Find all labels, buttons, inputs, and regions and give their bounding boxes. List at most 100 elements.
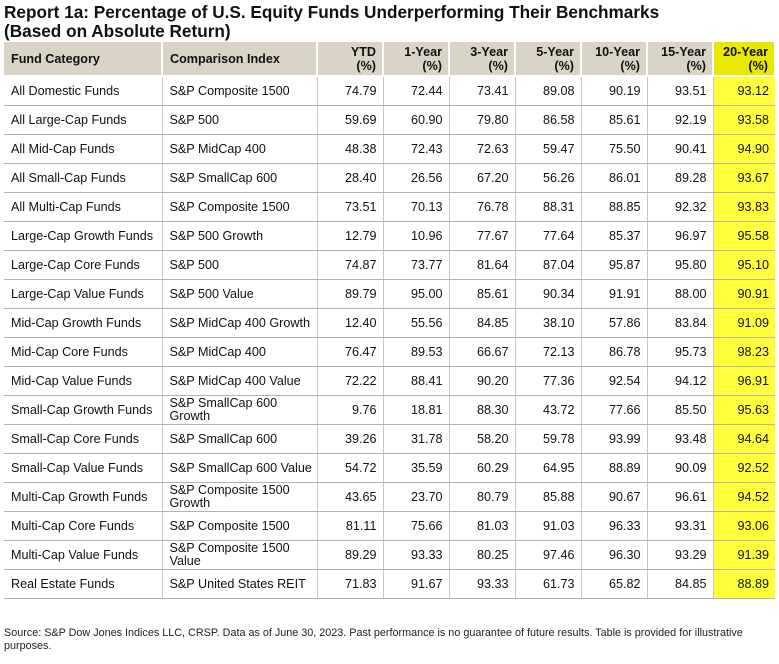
- comparison-index-cell: S&P SmallCap 600: [162, 163, 318, 193]
- ten-year-cell: 86.78: [581, 337, 648, 367]
- fund-category-cell: Real Estate Funds: [4, 569, 163, 599]
- ytd-cell: 9.76: [317, 395, 384, 425]
- one-year-cell: 72.44: [383, 75, 450, 106]
- table-row: All Large-Cap Funds S&P 500 59.69 60.90 79.8…: [4, 105, 775, 135]
- header-row: Fund Category Comparison Index YTD (%) 1-…: [4, 42, 776, 76]
- fund-category-cell: Small-Cap Core Funds: [4, 424, 163, 454]
- comparison-index-cell: S&P United States REIT: [162, 569, 318, 599]
- one-year-cell: 70.13: [383, 192, 450, 222]
- five-year-cell: 86.58: [515, 105, 582, 135]
- comparison-index-cell: S&P 500 Value: [162, 279, 318, 309]
- ytd-cell: 59.69: [317, 105, 384, 135]
- three-year-cell: 72.63: [449, 134, 516, 164]
- ytd-cell: 81.11: [317, 511, 384, 541]
- ytd-cell: 76.47: [317, 337, 384, 367]
- three-year-cell: 58.20: [449, 424, 516, 454]
- five-year-cell: 38.10: [515, 308, 582, 338]
- three-year-cell: 80.79: [449, 482, 516, 512]
- five-year-cell: 97.46: [515, 540, 582, 570]
- ytd-cell: 89.79: [317, 279, 384, 309]
- table-row: Large-Cap Value Funds S&P 500 Value 89.79 9…: [4, 279, 775, 309]
- fund-category-cell: Multi-Cap Value Funds: [4, 540, 163, 570]
- five-year-cell: 85.88: [515, 482, 582, 512]
- comparison-index-cell: S&P MidCap 400: [162, 134, 318, 164]
- table-row: Mid-Cap Value Funds S&P MidCap 400 Value 7…: [4, 366, 775, 396]
- column-header-comparison-index: Comparison Index: [162, 42, 318, 76]
- comparison-index-cell: S&P MidCap 400: [162, 337, 318, 367]
- report-title-line2: (Based on Absolute Return): [4, 21, 231, 41]
- five-year-cell: 64.95: [515, 453, 582, 483]
- table-row: Multi-Cap Growth Funds S&P Composite 1500…: [4, 482, 775, 512]
- three-year-cell: 79.80: [449, 105, 516, 135]
- three-year-cell: 93.33: [449, 569, 516, 599]
- twenty-year-cell: 95.10: [713, 250, 775, 280]
- table-row: Mid-Cap Growth Funds S&P MidCap 400 Growt…: [4, 308, 775, 338]
- fund-category-cell: Multi-Cap Growth Funds: [4, 482, 163, 512]
- ytd-cell: 48.38: [317, 134, 384, 164]
- three-year-cell: 84.85: [449, 308, 516, 338]
- fifteen-year-cell: 93.29: [647, 540, 714, 570]
- ten-year-cell: 92.54: [581, 366, 648, 396]
- five-year-cell: 77.36: [515, 366, 582, 396]
- table-row: Small-Cap Core Funds S&P SmallCap 600 39.2…: [4, 424, 775, 454]
- three-year-cell: 60.29: [449, 453, 516, 483]
- comparison-index-cell: S&P SmallCap 600: [162, 424, 318, 454]
- fifteen-year-cell: 93.51: [647, 75, 714, 106]
- ytd-cell: 54.72: [317, 453, 384, 483]
- fund-category-cell: All Domestic Funds: [4, 75, 163, 106]
- fund-category-cell: Small-Cap Value Funds: [4, 453, 163, 483]
- ten-year-cell: 93.99: [581, 424, 648, 454]
- fund-category-cell: All Small-Cap Funds: [4, 163, 163, 193]
- comparison-index-cell: S&P Composite 1500: [162, 192, 318, 222]
- ten-year-cell: 57.86: [581, 308, 648, 338]
- table-row: Small-Cap Growth Funds S&P SmallCap 600 G…: [4, 395, 775, 425]
- fund-category-cell: Large-Cap Value Funds: [4, 279, 163, 309]
- column-header-ytd: YTD (%): [317, 42, 384, 76]
- twenty-year-cell: 93.12: [713, 75, 775, 106]
- ten-year-cell: 88.89: [581, 453, 648, 483]
- table-row: Multi-Cap Value Funds S&P Composite 1500 …: [4, 540, 775, 570]
- table-row: All Mid-Cap Funds S&P MidCap 400 48.38 72.4…: [4, 134, 775, 164]
- ten-year-cell: 86.01: [581, 163, 648, 193]
- table-row: Multi-Cap Core Funds S&P Composite 1500 81…: [4, 511, 775, 541]
- fund-category-cell: Mid-Cap Growth Funds: [4, 308, 163, 338]
- five-year-cell: 59.47: [515, 134, 582, 164]
- ytd-cell: 74.87: [317, 250, 384, 280]
- fund-category-cell: Small-Cap Growth Funds: [4, 395, 163, 425]
- comparison-index-cell: S&P 500 Growth: [162, 221, 318, 251]
- fifteen-year-cell: 89.28: [647, 163, 714, 193]
- one-year-cell: 35.59: [383, 453, 450, 483]
- ten-year-cell: 90.67: [581, 482, 648, 512]
- fund-category-cell: Multi-Cap Core Funds: [4, 511, 163, 541]
- comparison-index-cell: S&P SmallCap 600 Value: [162, 453, 318, 483]
- fifteen-year-cell: 95.80: [647, 250, 714, 280]
- fund-category-cell: Mid-Cap Value Funds: [4, 366, 163, 396]
- twenty-year-cell: 93.83: [713, 192, 775, 222]
- fifteen-year-cell: 93.31: [647, 511, 714, 541]
- ytd-cell: 43.65: [317, 482, 384, 512]
- five-year-cell: 89.08: [515, 75, 582, 106]
- column-header-15-year: 15-Year (%): [647, 42, 714, 76]
- fifteen-year-cell: 88.00: [647, 279, 714, 309]
- twenty-year-cell: 94.90: [713, 134, 775, 164]
- twenty-year-cell: 93.06: [713, 511, 775, 541]
- underperformance-table: Fund Category Comparison Index YTD (%) 1-…: [4, 42, 776, 599]
- table-row: Large-Cap Core Funds S&P 500 74.87 73.77 81.…: [4, 250, 775, 280]
- comparison-index-cell: S&P Composite 1500: [162, 511, 318, 541]
- fifteen-year-cell: 96.97: [647, 221, 714, 251]
- ytd-cell: 71.83: [317, 569, 384, 599]
- one-year-cell: 72.43: [383, 134, 450, 164]
- twenty-year-cell: 88.89: [713, 569, 775, 599]
- three-year-cell: 90.20: [449, 366, 516, 396]
- comparison-index-cell: S&P MidCap 400 Value: [162, 366, 318, 396]
- five-year-cell: 72.13: [515, 337, 582, 367]
- twenty-year-cell: 93.58: [713, 105, 775, 135]
- column-header-5-year: 5-Year (%): [515, 42, 582, 76]
- twenty-year-cell: 95.58: [713, 221, 775, 251]
- one-year-cell: 73.77: [383, 250, 450, 280]
- five-year-cell: 87.04: [515, 250, 582, 280]
- twenty-year-cell: 95.63: [713, 395, 775, 425]
- three-year-cell: 73.41: [449, 75, 516, 106]
- one-year-cell: 91.67: [383, 569, 450, 599]
- twenty-year-cell: 91.09: [713, 308, 775, 338]
